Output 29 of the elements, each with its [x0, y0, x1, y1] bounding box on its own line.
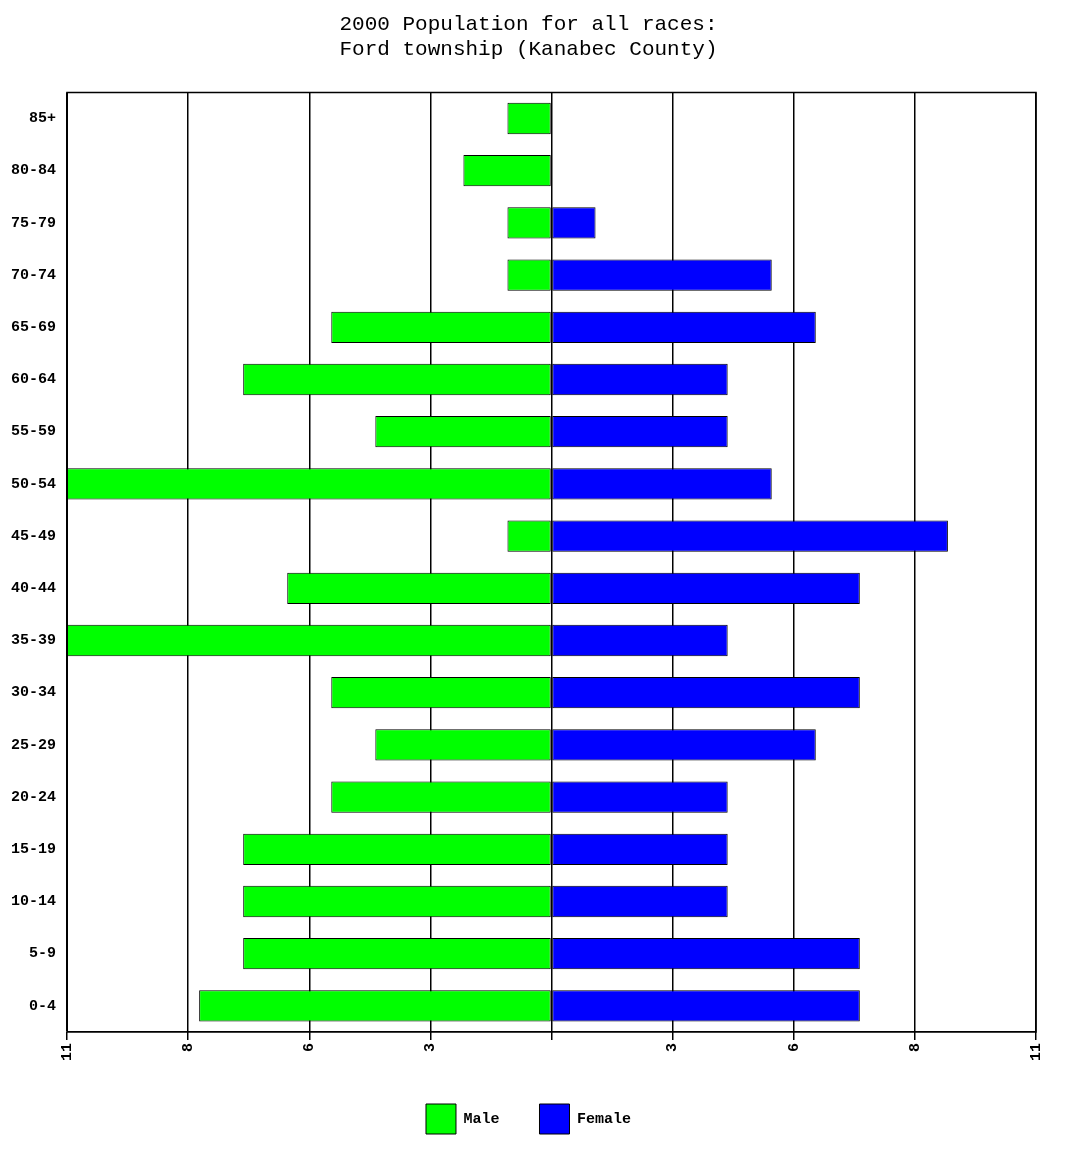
- y-tick-label: 75-79: [10, 214, 57, 232]
- x-tick-label: 3: [664, 1043, 682, 1053]
- y-tick-label: 60-64: [10, 371, 57, 389]
- chart-title: 2000 Population for all races: Ford township (Kanabec County): [339, 13, 718, 62]
- y-tick-label: 40-44: [10, 580, 57, 598]
- x-tick-label: 6: [301, 1043, 319, 1053]
- x-tick-label: 8: [906, 1043, 924, 1053]
- x-tick-label: 11: [1027, 1043, 1045, 1062]
- y-tick-label: 50-54: [10, 475, 57, 493]
- y-tick-label: 85+: [28, 110, 57, 128]
- y-tick-label: 70-74: [10, 266, 57, 284]
- y-tick-label: 15-19: [10, 841, 57, 859]
- y-tick-label: 10-14: [10, 893, 57, 911]
- y-tick-label: 5-9: [28, 945, 57, 963]
- y-tick-label: 65-69: [10, 319, 57, 337]
- x-tick-label: 8: [179, 1043, 197, 1053]
- y-tick-label: 45-49: [10, 527, 57, 545]
- x-tick-label: 11: [58, 1043, 76, 1062]
- y-tick-label: 35-39: [10, 632, 57, 650]
- legend-label: Female: [577, 1110, 632, 1128]
- legend-label: Male: [463, 1110, 500, 1128]
- y-tick-label: 0-4: [28, 997, 57, 1015]
- x-tick-label: 6: [785, 1043, 803, 1053]
- y-tick-label: 55-59: [10, 423, 57, 441]
- x-tick-label: 3: [422, 1043, 440, 1053]
- y-tick-label: 80-84: [10, 162, 57, 180]
- y-tick-label: 30-34: [10, 684, 57, 702]
- y-tick-label: 25-29: [10, 736, 57, 754]
- y-tick-label: 20-24: [10, 788, 57, 806]
